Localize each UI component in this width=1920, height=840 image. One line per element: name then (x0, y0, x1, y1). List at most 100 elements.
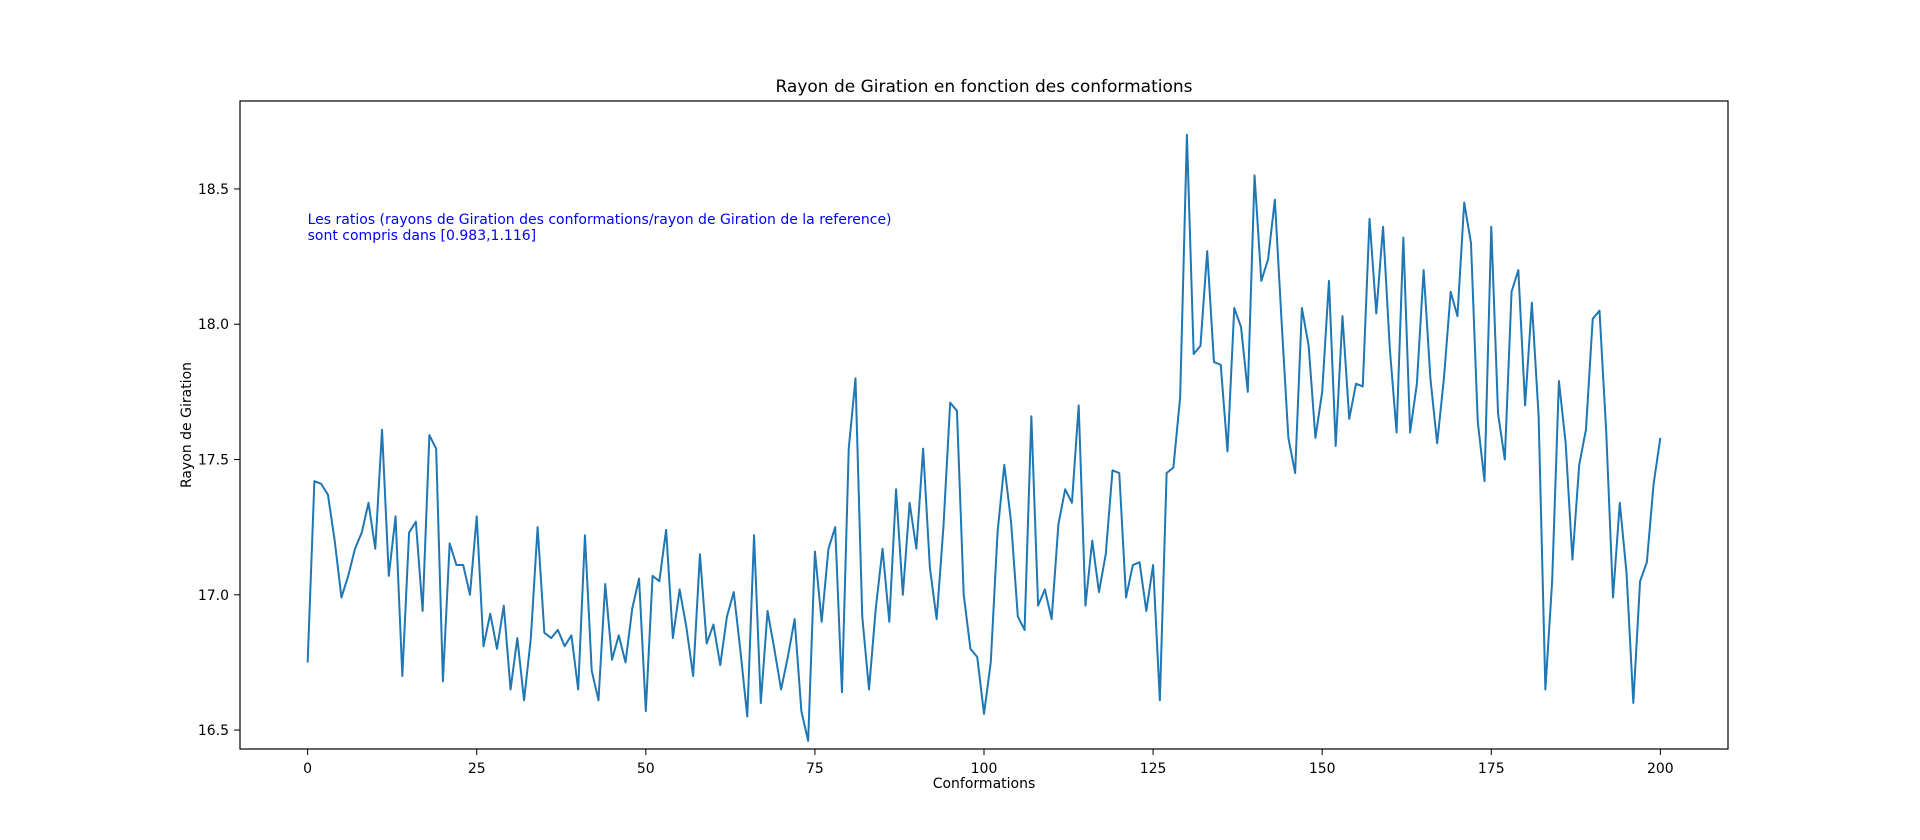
data-point (1037, 605, 1039, 607)
data-point (692, 675, 694, 677)
chart-title: Rayon de Giration en fonction des confor… (775, 77, 1192, 97)
data-point (435, 448, 437, 450)
data-point (963, 594, 965, 596)
data-point (1179, 396, 1181, 398)
data-point (1159, 699, 1161, 701)
data-point (1010, 521, 1012, 523)
data-point (679, 588, 681, 590)
data-point (489, 613, 491, 615)
data-point (503, 605, 505, 607)
data-point (388, 575, 390, 577)
x-tick-label: 0 (303, 761, 312, 777)
data-point (997, 532, 999, 534)
data-point (564, 645, 566, 647)
data-point (1226, 450, 1228, 452)
data-point (848, 448, 850, 450)
y-axis-title: Rayon de Giration (179, 362, 195, 488)
data-point (1605, 431, 1607, 433)
data-point (1477, 421, 1479, 423)
data-point (510, 688, 512, 690)
data-point (854, 377, 856, 379)
data-point (1294, 472, 1296, 474)
data-point (1619, 502, 1621, 504)
data-point (1233, 307, 1235, 309)
data-point (1463, 201, 1465, 203)
data-point (1443, 377, 1445, 379)
data-point (753, 534, 755, 536)
data-point (638, 578, 640, 580)
data-point (827, 548, 829, 550)
data-point (1355, 383, 1357, 385)
data-point (557, 629, 559, 631)
data-point (1186, 134, 1188, 136)
data-point (1416, 383, 1418, 385)
data-point (1206, 250, 1208, 252)
data-point (1626, 572, 1628, 574)
data-point (570, 634, 572, 636)
data-point (1152, 564, 1154, 566)
data-point (1078, 404, 1080, 406)
data-point (618, 634, 620, 636)
data-point (1030, 415, 1032, 417)
plot-area (239, 100, 1729, 750)
x-tick-label: 50 (637, 761, 655, 777)
data-point (1051, 618, 1053, 620)
data-point (1409, 431, 1411, 433)
data-point (814, 550, 816, 552)
data-point (909, 502, 911, 504)
data-point (523, 699, 525, 701)
data-point (645, 710, 647, 712)
data-point (888, 621, 890, 623)
data-point (1240, 326, 1242, 328)
data-point (1571, 559, 1573, 561)
data-point (1024, 629, 1026, 631)
data-point (841, 691, 843, 693)
data-point (875, 607, 877, 609)
data-point (1504, 458, 1506, 460)
x-tick-label: 175 (1478, 761, 1505, 777)
data-point (1166, 472, 1168, 474)
data-point (1369, 218, 1371, 220)
data-point (313, 480, 315, 482)
data-point (969, 648, 971, 650)
data-point (381, 429, 383, 431)
data-point (699, 553, 701, 555)
data-point (347, 575, 349, 577)
data-point (1341, 315, 1343, 317)
data-point (1199, 345, 1201, 347)
x-axis-title: Conformations (933, 776, 1036, 792)
data-point (408, 532, 410, 534)
data-point (760, 702, 762, 704)
data-point (1267, 258, 1269, 260)
data-point (334, 540, 336, 542)
data-point (1598, 310, 1600, 312)
data-point (1301, 307, 1303, 309)
data-point (1612, 596, 1614, 598)
data-point (1362, 385, 1364, 387)
data-point (422, 610, 424, 612)
data-point (462, 564, 464, 566)
data-point (794, 618, 796, 620)
data-point (1118, 472, 1120, 474)
data-point (455, 564, 457, 566)
data-point (1429, 377, 1431, 379)
data-point (949, 402, 951, 404)
data-point (807, 740, 809, 742)
data-point (821, 621, 823, 623)
data-point (584, 534, 586, 536)
data-point (1396, 431, 1398, 433)
data-point (719, 664, 721, 666)
data-point (449, 542, 451, 544)
data-point (861, 615, 863, 617)
data-point (1558, 380, 1560, 382)
data-point (1071, 502, 1073, 504)
data-point (327, 494, 329, 496)
data-point (428, 434, 430, 436)
data-point (1551, 580, 1553, 582)
data-point (1281, 321, 1283, 323)
data-point (1247, 391, 1249, 393)
data-point (597, 699, 599, 701)
data-point (983, 713, 985, 715)
data-point (1139, 561, 1141, 563)
data-point (1436, 442, 1438, 444)
